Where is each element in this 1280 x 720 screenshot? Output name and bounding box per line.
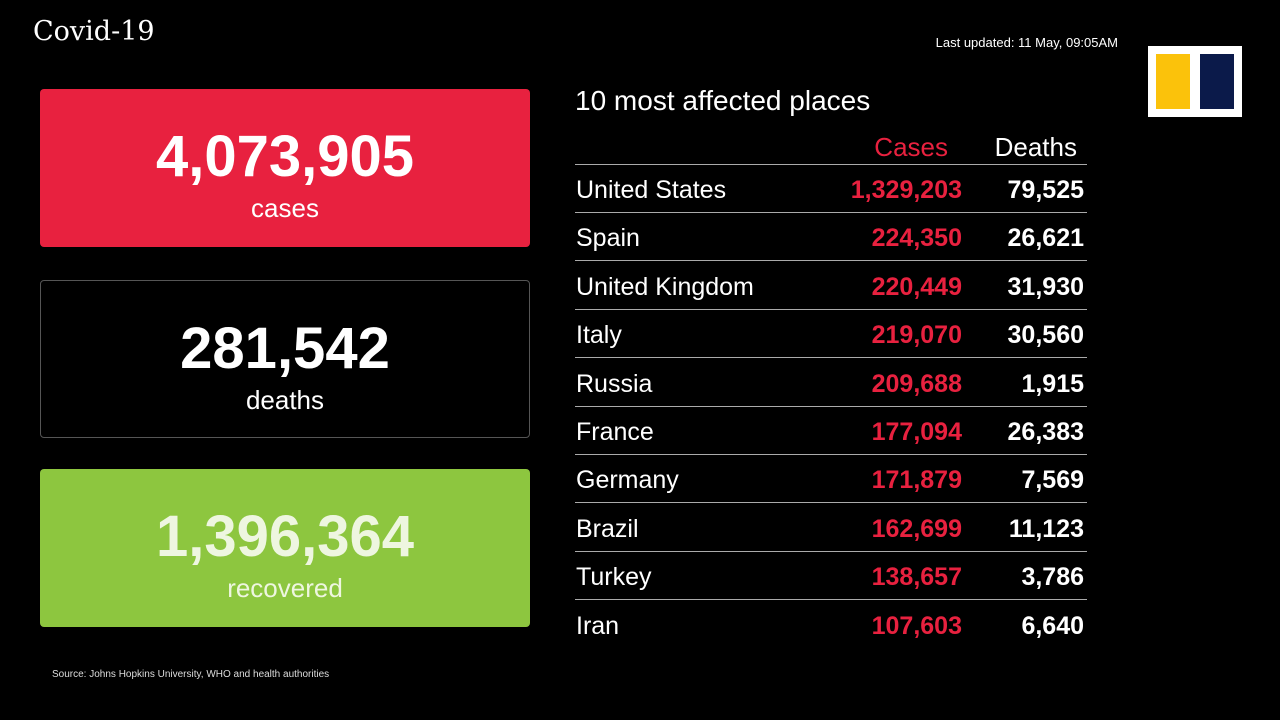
row-rule: [575, 405, 1087, 407]
cases: 177,094: [871, 418, 962, 446]
cases: 107,603: [871, 611, 962, 640]
column-header: Deaths: [994, 132, 1077, 162]
country: France: [576, 418, 654, 446]
row-rule: [575, 212, 1087, 213]
row-rule: [575, 357, 1087, 359]
logo-navy: [1200, 54, 1234, 109]
country: United Kingdom: [576, 272, 754, 301]
cases: 1,329,203: [850, 176, 962, 204]
country: Russia: [576, 369, 653, 398]
deaths: 1,915: [1021, 369, 1084, 398]
cases-card: 4,073,905 cases: [40, 89, 530, 247]
country: Iran: [576, 611, 620, 640]
row-rule: [575, 454, 1087, 455]
logo: [1148, 46, 1242, 117]
deaths: 31,930: [1007, 272, 1084, 301]
country: Spain: [576, 224, 640, 253]
deaths: 30,560: [1007, 321, 1084, 350]
card-label: deaths: [245, 385, 325, 415]
deaths: 6,640: [1021, 611, 1084, 640]
deaths: 26,383: [1007, 418, 1084, 446]
recovered-card: 1,396,364 recovered: [40, 469, 530, 627]
row-rule: [575, 599, 1087, 601]
card-number: 4,073,905: [155, 124, 415, 189]
cases: 219,070: [871, 321, 962, 350]
column-header: Cases: [874, 132, 948, 162]
cases: 138,657: [871, 563, 962, 592]
country: Turkey: [576, 563, 652, 592]
card-number: 281,542: [180, 316, 390, 381]
country: Germany: [576, 466, 679, 495]
country: United States: [576, 176, 727, 204]
deaths: 79,525: [1007, 176, 1084, 204]
deaths: 26,621: [1007, 224, 1084, 253]
country: Brazil: [576, 514, 639, 543]
row-rule: [575, 550, 1087, 552]
deaths-card: 281,542 deaths: [40, 280, 530, 438]
card-label: cases: [251, 193, 319, 223]
deaths: 3,786: [1021, 563, 1084, 592]
cases: 171,879: [871, 466, 962, 495]
logo-yellow: [1156, 54, 1190, 109]
table-title: 10 most affected places: [575, 85, 871, 116]
cases: 220,449: [871, 272, 962, 301]
row-rule: [575, 502, 1087, 504]
row-rule: [575, 308, 1087, 310]
cases: 162,699: [871, 514, 962, 543]
table-rule: [575, 164, 1087, 165]
cases: 209,688: [871, 369, 962, 398]
title: Covid-19: [33, 16, 155, 47]
last-updated: Last updated: 11 May, 09:05AM: [935, 35, 1118, 50]
deaths: 7,569: [1021, 466, 1084, 495]
card-number: 1,396,364: [155, 504, 415, 569]
card-label: recovered: [227, 573, 343, 603]
source: Source: Johns Hopkins University, WHO an…: [52, 669, 330, 680]
cases: 224,350: [871, 224, 962, 253]
deaths: 11,123: [1008, 514, 1084, 543]
row-rule: [575, 260, 1087, 262]
country: Italy: [576, 321, 622, 350]
